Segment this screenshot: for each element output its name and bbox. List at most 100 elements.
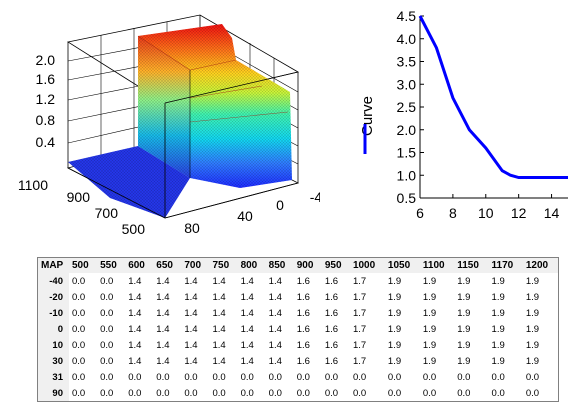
- table-cell[interactable]: 1.9: [491, 323, 505, 335]
- table-cell[interactable]: 0.0: [156, 387, 170, 399]
- table-cell[interactable]: 1.9: [525, 275, 540, 287]
- table-cell[interactable]: 0.0: [296, 387, 310, 399]
- table-cell[interactable]: 1.9: [422, 275, 437, 287]
- table-cell[interactable]: 0.0: [128, 371, 142, 383]
- table-cell[interactable]: 1.9: [525, 339, 540, 351]
- table-cell[interactable]: 0.0: [100, 275, 114, 287]
- table-cell[interactable]: 0.0: [491, 371, 505, 383]
- table-cell[interactable]: 1.6: [324, 275, 339, 287]
- table-cell[interactable]: 0.0: [352, 387, 367, 399]
- table-cell[interactable]: 1.6: [324, 323, 339, 335]
- table-cell[interactable]: 0.0: [156, 371, 170, 383]
- table-cell[interactable]: 1.6: [324, 339, 339, 351]
- table-cell[interactable]: 0.0: [72, 355, 86, 367]
- table-cell[interactable]: 1.6: [324, 355, 339, 367]
- table-cell[interactable]: 1.9: [491, 291, 505, 303]
- table-cell[interactable]: 1.7: [352, 307, 367, 319]
- table-cell[interactable]: 1.7: [352, 291, 367, 303]
- table-cell[interactable]: 1.9: [387, 355, 402, 367]
- table-cell[interactable]: 0.0: [457, 387, 471, 399]
- table-cell[interactable]: 0.0: [100, 339, 114, 351]
- table-cell[interactable]: 1.7: [352, 339, 367, 351]
- table-cell[interactable]: 1.6: [296, 323, 310, 335]
- table-cell[interactable]: 1.4: [184, 275, 198, 287]
- table-cell[interactable]: 0.0: [184, 387, 198, 399]
- table-cell[interactable]: 0.0: [72, 371, 86, 383]
- table-cell[interactable]: 1.4: [212, 307, 226, 319]
- table-cell[interactable]: 1.9: [457, 275, 471, 287]
- table-cell[interactable]: 1.9: [387, 339, 402, 351]
- table-cell[interactable]: 1.4: [184, 339, 198, 351]
- table-cell[interactable]: 1.4: [128, 291, 142, 303]
- table-cell[interactable]: 0.0: [240, 387, 254, 399]
- table-cell[interactable]: 1.9: [525, 355, 540, 367]
- table-cell[interactable]: 1.9: [457, 307, 471, 319]
- table-cell[interactable]: 1.4: [268, 355, 282, 367]
- table-cell[interactable]: 1.4: [268, 275, 282, 287]
- table-cell[interactable]: 1.9: [387, 307, 402, 319]
- table-cell[interactable]: 0.0: [100, 371, 114, 383]
- table-cell[interactable]: 1.9: [525, 291, 540, 303]
- table-cell[interactable]: 0.0: [100, 307, 114, 319]
- table-cell[interactable]: 1.7: [352, 355, 367, 367]
- table-cell[interactable]: 1.9: [491, 275, 505, 287]
- table-cell[interactable]: 1.6: [296, 275, 310, 287]
- table-row[interactable]: 90 0.0 0.0 0.0 0.0 0.0 0.0 0.0 0.0 0.0 0.0 0.0 0.0 0.…: [38, 385, 558, 401]
- table-cell[interactable]: 0.0: [525, 371, 540, 383]
- table-cell[interactable]: 1.4: [156, 355, 170, 367]
- table-cell[interactable]: 0.0: [352, 371, 367, 383]
- table-cell[interactable]: 1.4: [128, 339, 142, 351]
- table-cell[interactable]: 0.0: [268, 387, 282, 399]
- table-cell[interactable]: 0.0: [457, 371, 471, 383]
- table-cell[interactable]: 0.0: [296, 371, 310, 383]
- table-cell[interactable]: 1.4: [240, 291, 254, 303]
- surface-plot-panel[interactable]: 2.0 1.6 1.2 0.8 0.4 1100 900 700 500 80 …: [0, 0, 330, 240]
- table-cell[interactable]: 1.4: [156, 323, 170, 335]
- table-cell[interactable]: 0.0: [184, 371, 198, 383]
- table-cell[interactable]: 1.6: [296, 307, 310, 319]
- table-cell[interactable]: 1.9: [422, 307, 437, 319]
- table-cell[interactable]: 0.0: [72, 275, 86, 287]
- table-cell[interactable]: 1.4: [268, 307, 282, 319]
- table-cell[interactable]: 1.4: [156, 275, 170, 287]
- table-cell[interactable]: 0.0: [324, 371, 339, 383]
- table-cell[interactable]: 0.0: [491, 387, 505, 399]
- table-cell[interactable]: 0.0: [100, 323, 114, 335]
- table-cell[interactable]: 1.4: [184, 323, 198, 335]
- table-cell[interactable]: 1.9: [491, 339, 505, 351]
- table-row[interactable]: 10 0.0 0.0 1.4 1.4 1.4 1.4 1.4 1.4 1.6 1.6 1.7 1.9 1.…: [38, 337, 558, 353]
- table-cell[interactable]: 1.4: [212, 339, 226, 351]
- table-cell[interactable]: 1.9: [422, 323, 437, 335]
- table-cell[interactable]: 1.9: [457, 355, 471, 367]
- table-cell[interactable]: 1.4: [212, 355, 226, 367]
- table-cell[interactable]: 1.4: [156, 307, 170, 319]
- table-cell[interactable]: 1.4: [212, 323, 226, 335]
- table-cell[interactable]: 0.0: [72, 387, 86, 399]
- table-cell[interactable]: 1.4: [240, 323, 254, 335]
- table-cell[interactable]: 0.0: [72, 307, 86, 319]
- table-cell[interactable]: 1.4: [156, 339, 170, 351]
- table-cell[interactable]: 1.9: [525, 323, 540, 335]
- table-cell[interactable]: 0.0: [212, 387, 226, 399]
- table-cell[interactable]: 1.4: [240, 307, 254, 319]
- table-cell[interactable]: 1.6: [296, 339, 310, 351]
- table-cell[interactable]: 1.4: [268, 291, 282, 303]
- table-cell[interactable]: 1.9: [422, 355, 437, 367]
- table-cell[interactable]: 0.0: [100, 291, 114, 303]
- table-row[interactable]: -20 0.0 0.0 1.4 1.4 1.4 1.4 1.4 1.4 1.6 1.6 1.7 1.9 1…: [38, 289, 558, 305]
- table-cell[interactable]: 1.9: [422, 339, 437, 351]
- table-cell[interactable]: 1.4: [128, 307, 142, 319]
- table-cell[interactable]: 1.9: [387, 323, 402, 335]
- table-cell[interactable]: 1.9: [491, 307, 505, 319]
- table-cell[interactable]: 1.9: [422, 291, 437, 303]
- table-cell[interactable]: 0.0: [268, 371, 282, 383]
- table-cell[interactable]: 1.9: [457, 339, 471, 351]
- table-cell[interactable]: 0.0: [387, 371, 402, 383]
- table-cell[interactable]: 1.4: [128, 355, 142, 367]
- table-cell[interactable]: 1.4: [212, 291, 226, 303]
- table-cell[interactable]: 1.4: [184, 307, 198, 319]
- table-cell[interactable]: 0.0: [240, 371, 254, 383]
- table-cell[interactable]: 0.0: [324, 387, 339, 399]
- table-cell[interactable]: 1.4: [128, 275, 142, 287]
- table-row[interactable]: 31 0.0 0.0 0.0 0.0 0.0 0.0 0.0 0.0 0.0 0.0 0.0 0.0 0.…: [38, 369, 558, 385]
